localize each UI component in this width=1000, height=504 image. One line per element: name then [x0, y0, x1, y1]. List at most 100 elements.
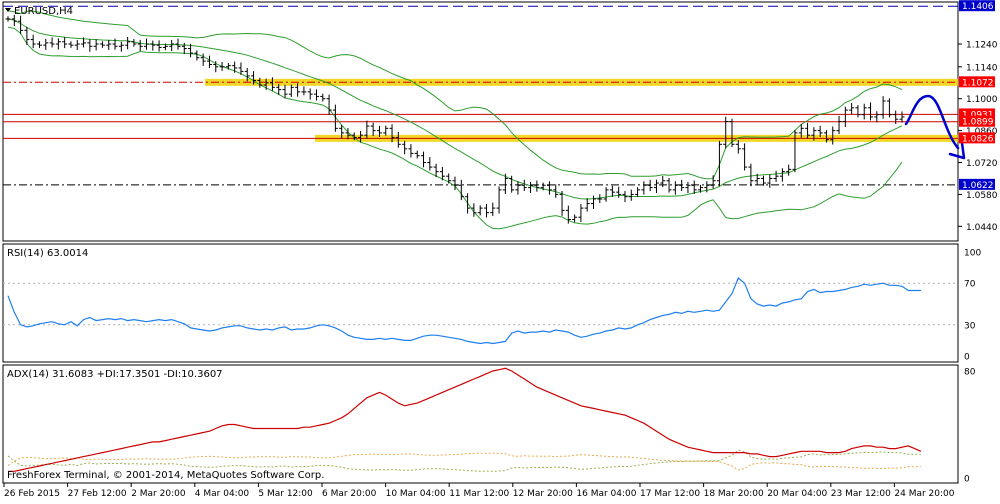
candle[interactable] [704, 181, 710, 193]
candle[interactable] [679, 179, 685, 192]
candle[interactable] [383, 125, 389, 136]
candle[interactable] [735, 140, 741, 154]
candle[interactable] [43, 38, 49, 50]
candle[interactable] [779, 168, 785, 182]
candle[interactable] [792, 130, 798, 173]
candle[interactable] [389, 124, 395, 143]
candle[interactable] [295, 83, 301, 97]
adx-line[interactable] [8, 367, 922, 472]
candle[interactable] [559, 191, 565, 216]
candle[interactable] [446, 173, 452, 184]
candle[interactable] [773, 170, 779, 182]
candle[interactable] [546, 181, 552, 195]
candle[interactable] [653, 179, 659, 194]
candle[interactable] [74, 39, 80, 50]
candle[interactable] [830, 126, 836, 145]
candle[interactable] [786, 164, 792, 176]
candle[interactable] [855, 105, 861, 118]
candle[interactable] [370, 122, 376, 137]
candle[interactable] [893, 110, 899, 125]
candle[interactable] [408, 144, 414, 158]
candle[interactable] [282, 84, 288, 99]
candle[interactable] [402, 140, 408, 155]
candle[interactable] [150, 40, 156, 51]
candle[interactable] [660, 175, 666, 188]
candle[interactable] [206, 55, 212, 68]
candle[interactable] [899, 111, 905, 123]
candle[interactable] [219, 62, 225, 71]
candle[interactable] [232, 61, 238, 73]
candle[interactable] [716, 140, 722, 187]
candle[interactable] [320, 93, 326, 102]
candle[interactable] [452, 176, 458, 191]
candle[interactable] [49, 37, 55, 48]
candle[interactable] [698, 184, 704, 193]
candle[interactable] [458, 179, 464, 201]
candle[interactable] [93, 39, 99, 51]
candle[interactable] [137, 39, 143, 52]
candle[interactable] [591, 195, 597, 210]
candle[interactable] [616, 186, 622, 198]
candle[interactable] [748, 163, 754, 187]
candle[interactable] [836, 116, 842, 135]
candle[interactable] [842, 106, 848, 127]
candle[interactable] [647, 179, 653, 192]
candle[interactable] [18, 15, 24, 34]
candle[interactable] [823, 130, 829, 143]
candle[interactable] [609, 185, 615, 197]
candle[interactable] [710, 175, 716, 189]
candle[interactable] [55, 38, 61, 50]
candle[interactable] [276, 83, 282, 96]
candle[interactable] [257, 77, 263, 88]
candle[interactable] [584, 198, 590, 212]
candle[interactable] [11, 14, 17, 27]
candle[interactable] [666, 178, 672, 193]
candle[interactable] [635, 187, 641, 198]
adx-pane[interactable] [2, 364, 959, 484]
candle[interactable] [414, 150, 420, 159]
candle[interactable] [332, 104, 338, 132]
candle[interactable] [849, 103, 855, 115]
candle[interactable] [351, 132, 357, 141]
candle[interactable] [603, 187, 609, 202]
candle[interactable] [534, 180, 540, 192]
candle[interactable] [162, 43, 168, 51]
candle[interactable] [471, 203, 477, 217]
candle[interactable] [490, 202, 496, 217]
candle[interactable] [502, 173, 508, 194]
candle[interactable] [307, 88, 313, 100]
candle[interactable] [427, 157, 433, 171]
candle[interactable] [742, 143, 748, 171]
candle[interactable] [188, 43, 194, 58]
candle[interactable] [169, 39, 175, 52]
candle[interactable] [99, 41, 105, 48]
candle[interactable] [817, 125, 823, 137]
candle[interactable] [288, 84, 294, 97]
candle[interactable] [685, 181, 691, 194]
candle[interactable] [301, 86, 307, 96]
candle[interactable] [36, 41, 42, 48]
candle[interactable] [87, 39, 93, 52]
candle[interactable] [175, 38, 181, 50]
candle[interactable] [805, 122, 811, 139]
candle[interactable] [622, 191, 628, 203]
candle[interactable] [886, 98, 892, 118]
di-plus-line[interactable] [7, 449, 921, 472]
candle[interactable] [339, 124, 345, 139]
candle[interactable] [358, 131, 364, 143]
candle[interactable] [131, 39, 137, 47]
candle[interactable] [597, 194, 603, 204]
candle[interactable] [767, 174, 773, 188]
candle[interactable] [213, 61, 219, 73]
candle[interactable] [496, 186, 502, 214]
forecast-arrow[interactable] [904, 94, 966, 160]
candle[interactable] [798, 124, 804, 138]
candle[interactable] [553, 184, 559, 198]
candle[interactable] [578, 203, 584, 222]
candle[interactable] [874, 111, 880, 123]
candle[interactable] [125, 36, 131, 50]
candle[interactable] [672, 181, 678, 195]
candle[interactable] [760, 175, 766, 186]
candle[interactable] [364, 120, 370, 139]
